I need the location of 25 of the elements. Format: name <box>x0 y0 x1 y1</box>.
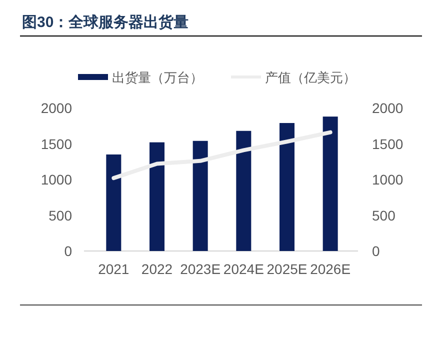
x-tick-label: 2025E <box>266 261 308 277</box>
bar <box>192 140 208 251</box>
x-tick-label: 2022 <box>141 261 173 277</box>
x-tick-label: 2024E <box>223 261 264 277</box>
legend-label: 出货量（万台） <box>112 70 203 85</box>
bar <box>322 116 338 251</box>
x-tick-label: 2023E <box>180 261 221 277</box>
y-tick-label: 1000 <box>40 172 72 188</box>
y-tick-label: 0 <box>64 243 72 259</box>
y-tick-label: 1500 <box>40 136 72 152</box>
chart-title: 图30：全球服务器出货量 <box>22 14 189 31</box>
legend-label: 产值（亿美元） <box>265 70 356 85</box>
y2-tick-label: 500 <box>372 207 396 224</box>
y2-tick-label: 1000 <box>372 172 404 188</box>
y-tick-label: 500 <box>48 207 72 224</box>
y2-tick-label: 0 <box>372 243 380 259</box>
x-tick-label: 2021 <box>98 261 130 277</box>
y2-tick-label: 1500 <box>372 136 404 152</box>
bar <box>106 154 122 251</box>
bar <box>280 123 294 251</box>
y-tick-label: 2000 <box>40 100 72 116</box>
x-tick-label: 2026E <box>310 261 351 277</box>
bar <box>236 130 252 251</box>
y2-tick-label: 2000 <box>372 100 404 116</box>
bar <box>150 142 164 251</box>
